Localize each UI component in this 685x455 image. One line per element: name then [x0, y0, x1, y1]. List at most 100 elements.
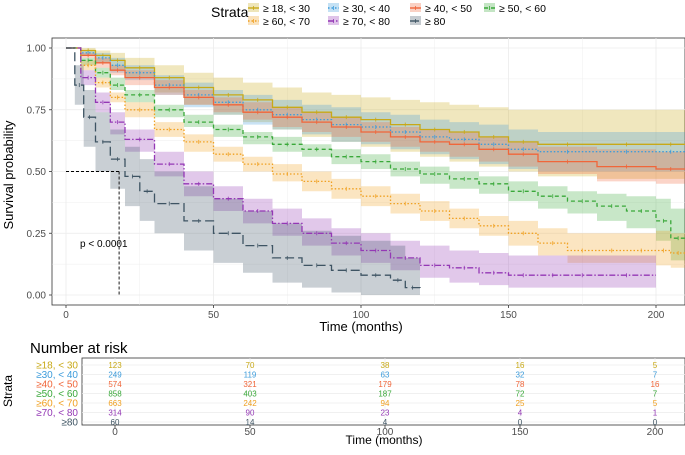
- risk-table-value: 242: [243, 399, 257, 408]
- legend-label: ≥ 18, < 30: [263, 3, 310, 15]
- risk-table-value: 4: [518, 409, 523, 418]
- risk-table-value: 32: [516, 371, 525, 380]
- survival-curve: [66, 47, 685, 239]
- risk-table-value: 25: [516, 399, 525, 408]
- risk-table-x-tick-label: 50: [244, 427, 256, 438]
- risk-table-row-label: ≥70, < 80: [36, 408, 78, 419]
- risk-table-value: 5: [653, 361, 658, 370]
- risk-table-x-tick-label: 0: [112, 427, 118, 438]
- x-tick-label: 150: [500, 310, 517, 321]
- legend-item: ≥ 50, < 60: [484, 3, 546, 15]
- legend-label: ≥ 80: [425, 16, 446, 28]
- risk-table-value: 858: [108, 390, 122, 399]
- confidence-band: [66, 48, 685, 172]
- risk-table-value: 187: [378, 390, 392, 399]
- risk-table-value: 90: [246, 409, 255, 418]
- confidence-band: [66, 48, 685, 179]
- risk-table-value: 78: [516, 380, 525, 389]
- legend-label: ≥ 30, < 40: [343, 3, 390, 15]
- risk-table-value: 403: [243, 390, 257, 399]
- risk-table-value: 38: [381, 361, 390, 370]
- survival-curve: [66, 47, 656, 276]
- risk-table-x-tick-labels: 0 50 100 150 200: [112, 425, 664, 438]
- x-tick-label: 100: [353, 310, 370, 321]
- risk-table-row-label: ≥18, < 30: [36, 361, 78, 372]
- risk-table-value: 179: [378, 380, 392, 389]
- risk-table: Number at risk ≥18, < 30≥30, < 40≥40, < …: [1, 340, 685, 447]
- legend-items: ≥ 18, < 30 ≥ 30, < 40 ≥ 40, < 50 ≥ 50, < 60…: [248, 3, 546, 28]
- risk-table-value: 5: [653, 399, 658, 408]
- median-lines: [66, 171, 120, 295]
- y-tick-label: 0.75: [27, 105, 47, 116]
- plot-area: 0.00 0.25 0.50 0.75 1.00 0 50 100 150 200 p < 0.…: [1, 37, 685, 334]
- legend-label: ≥ 70, < 80: [343, 16, 390, 28]
- risk-table-value: 0: [518, 418, 523, 427]
- x-tick-label: 200: [648, 310, 665, 321]
- y-tick-label: 0.25: [27, 229, 47, 240]
- risk-table-value: 70: [246, 361, 255, 370]
- risk-table-value: 63: [381, 371, 390, 380]
- risk-table-x-tick-label: 100: [377, 427, 394, 438]
- risk-table-value: 321: [243, 380, 257, 389]
- risk-table-value: 123: [108, 361, 122, 370]
- x-tick-labels: 0 50 100 150 200: [63, 305, 665, 321]
- y-tick-label: 0.00: [27, 291, 47, 302]
- y-tick-label: 1.00: [27, 44, 47, 55]
- risk-table-x-tick-label: 200: [647, 427, 664, 438]
- risk-table-value: 16: [516, 361, 525, 370]
- risk-table-value: 0: [653, 418, 658, 427]
- legend-label: ≥ 40, < 50: [425, 3, 472, 15]
- risk-table-grid: [82, 358, 685, 425]
- legend-label: ≥ 50, < 60: [499, 3, 546, 15]
- risk-table-row-label: ≥30, < 40: [36, 370, 78, 381]
- confidence-band: [66, 48, 685, 184]
- risk-table-value: 16: [651, 380, 660, 389]
- y-axis-label: Survival probability: [1, 120, 16, 230]
- y-tick-labels: 0.00 0.25 0.50 0.75 1.00: [27, 44, 52, 302]
- y-tick-label: 0.50: [27, 167, 47, 178]
- risk-table-panel: [81, 357, 685, 426]
- p-value-annotation: p < 0.0001: [80, 239, 128, 250]
- risk-table-row-label: ≥80: [61, 418, 78, 429]
- legend-item: ≥ 30, < 40: [328, 3, 390, 15]
- grid: [52, 38, 685, 305]
- risk-table-value: 1: [653, 409, 658, 418]
- risk-table-value: 7: [653, 390, 658, 399]
- legend-item: ≥ 70, < 80: [328, 16, 390, 28]
- legend-item: ≥ 80: [410, 16, 446, 28]
- legend-item: ≥ 40, < 50: [410, 3, 472, 15]
- legend: Strata ≥ 18, < 30 ≥ 30, < 40 ≥ 40, < 50 ≥ 5…: [211, 3, 546, 28]
- x-axis-label: Time (months): [319, 319, 402, 334]
- risk-table-x-label: Time (months): [346, 433, 423, 447]
- risk-table-row-label: ≥40, < 50: [36, 380, 78, 391]
- risk-table-value: 60: [111, 418, 120, 427]
- confidence-band: [66, 48, 656, 288]
- confidence-band: [66, 48, 685, 268]
- survival-curve: [66, 47, 685, 254]
- risk-table-row-labels: ≥18, < 30≥30, < 40≥40, < 50≥50, < 60≥60,…: [36, 361, 78, 429]
- risk-table-y-label: Strata: [1, 375, 15, 407]
- x-tick-label: 0: [63, 310, 69, 321]
- risk-table-title: Number at risk: [30, 340, 128, 357]
- confidence-band: [66, 48, 685, 261]
- risk-table-x-tick-label: 150: [512, 427, 529, 438]
- legend-item: ≥ 18, < 30: [248, 3, 310, 15]
- legend-item: ≥ 60, < 70: [248, 16, 310, 28]
- legend-title: Strata: [211, 4, 249, 20]
- risk-table-value: 249: [108, 371, 122, 380]
- risk-table-value: 4: [383, 418, 388, 427]
- risk-table-value: 574: [108, 380, 122, 389]
- risk-table-row-label: ≥60, < 70: [36, 399, 78, 410]
- risk-table-value: 14: [246, 418, 255, 427]
- risk-table-value: 94: [381, 399, 390, 408]
- risk-table-value: 72: [516, 390, 525, 399]
- survival-curve: [66, 47, 421, 291]
- risk-table-value: 314: [108, 409, 122, 418]
- risk-table-value: 663: [108, 399, 122, 408]
- legend-label: ≥ 60, < 70: [263, 16, 310, 28]
- survival-curves: [66, 47, 685, 291]
- risk-table-row-label: ≥50, < 60: [36, 389, 78, 400]
- risk-table-value: 23: [381, 409, 390, 418]
